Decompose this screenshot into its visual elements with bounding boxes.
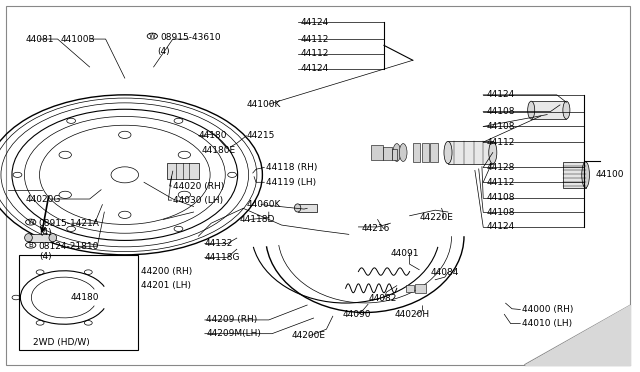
Text: 44090: 44090 xyxy=(343,310,372,319)
Text: 44082: 44082 xyxy=(369,294,397,303)
Bar xyxy=(430,143,438,162)
Text: 44108: 44108 xyxy=(486,208,515,217)
Text: W: W xyxy=(28,219,34,225)
Text: 44201 (LH): 44201 (LH) xyxy=(141,281,191,290)
Text: 2WD (HD/W): 2WD (HD/W) xyxy=(33,338,90,347)
Text: 44108: 44108 xyxy=(486,122,515,131)
Polygon shape xyxy=(525,305,630,365)
Text: 44108: 44108 xyxy=(486,193,515,202)
Text: 44118 (RH): 44118 (RH) xyxy=(266,163,317,172)
Text: (4): (4) xyxy=(40,252,52,261)
Bar xyxy=(448,141,493,164)
Ellipse shape xyxy=(489,141,497,164)
Ellipse shape xyxy=(393,144,401,161)
Text: W: W xyxy=(149,33,156,39)
Text: 44108: 44108 xyxy=(486,107,515,116)
Text: 44119 (LH): 44119 (LH) xyxy=(266,178,316,187)
Text: 44128: 44128 xyxy=(486,163,515,172)
Text: 44020 (RH): 44020 (RH) xyxy=(173,182,224,190)
Text: 44091: 44091 xyxy=(390,249,419,258)
Text: 44215: 44215 xyxy=(246,131,275,140)
Text: 44112: 44112 xyxy=(301,35,329,44)
Text: (4): (4) xyxy=(157,47,170,56)
Text: (4): (4) xyxy=(40,228,52,237)
Ellipse shape xyxy=(527,101,534,119)
Text: 08124-21810: 08124-21810 xyxy=(38,242,99,251)
Text: 08915-1421A: 08915-1421A xyxy=(38,219,99,228)
Text: 44020G: 44020G xyxy=(26,195,61,203)
Bar xyxy=(422,143,429,162)
Text: B: B xyxy=(28,242,33,248)
Text: 44100: 44100 xyxy=(595,170,624,179)
Text: 44220E: 44220E xyxy=(419,213,453,222)
Bar xyxy=(29,234,53,242)
Text: 44200E: 44200E xyxy=(292,331,326,340)
Text: 44132: 44132 xyxy=(205,239,233,248)
Bar xyxy=(383,147,392,160)
Text: 44112: 44112 xyxy=(486,178,515,187)
Ellipse shape xyxy=(25,234,33,242)
Bar xyxy=(563,162,586,188)
Bar xyxy=(371,145,383,160)
Text: 44209 (RH): 44209 (RH) xyxy=(206,315,257,324)
Text: 44100B: 44100B xyxy=(61,35,95,44)
Text: 44112: 44112 xyxy=(301,49,329,58)
Text: 44180E: 44180E xyxy=(202,146,236,155)
Text: 44060K: 44060K xyxy=(246,200,281,209)
Text: 44200 (RH): 44200 (RH) xyxy=(141,267,192,276)
Bar xyxy=(413,143,420,162)
Bar xyxy=(19,255,138,350)
Ellipse shape xyxy=(582,162,589,188)
Text: 44100K: 44100K xyxy=(246,100,281,109)
Text: 44180: 44180 xyxy=(70,293,99,302)
Ellipse shape xyxy=(294,204,301,212)
Text: 44180: 44180 xyxy=(198,131,227,140)
Text: 44081: 44081 xyxy=(26,35,54,44)
Bar xyxy=(415,284,426,293)
Ellipse shape xyxy=(444,141,452,164)
Text: 44216: 44216 xyxy=(362,224,390,233)
Text: 44118G: 44118G xyxy=(205,253,240,262)
Bar xyxy=(406,285,414,292)
Text: 44124: 44124 xyxy=(486,222,515,231)
Text: 44209M(LH): 44209M(LH) xyxy=(206,329,261,338)
Text: 44084: 44084 xyxy=(430,268,458,277)
Text: 0098: 0098 xyxy=(579,353,604,363)
Bar xyxy=(298,204,317,212)
Text: 44118D: 44118D xyxy=(240,215,275,224)
Text: 44000 (RH): 44000 (RH) xyxy=(522,305,573,314)
Text: 44124: 44124 xyxy=(301,18,329,27)
Text: 44124: 44124 xyxy=(486,90,515,99)
Bar xyxy=(166,163,198,179)
Bar xyxy=(392,149,397,160)
Text: 44010 (LH): 44010 (LH) xyxy=(522,319,572,328)
Text: 44124: 44124 xyxy=(301,64,329,73)
Ellipse shape xyxy=(49,234,57,242)
Ellipse shape xyxy=(563,101,570,119)
Bar xyxy=(531,101,566,119)
Text: 44030 (LH): 44030 (LH) xyxy=(173,196,223,205)
Text: 44112: 44112 xyxy=(486,138,515,147)
Text: 44020H: 44020H xyxy=(394,310,429,319)
Ellipse shape xyxy=(399,144,407,161)
Text: 08915-43610: 08915-43610 xyxy=(160,33,221,42)
